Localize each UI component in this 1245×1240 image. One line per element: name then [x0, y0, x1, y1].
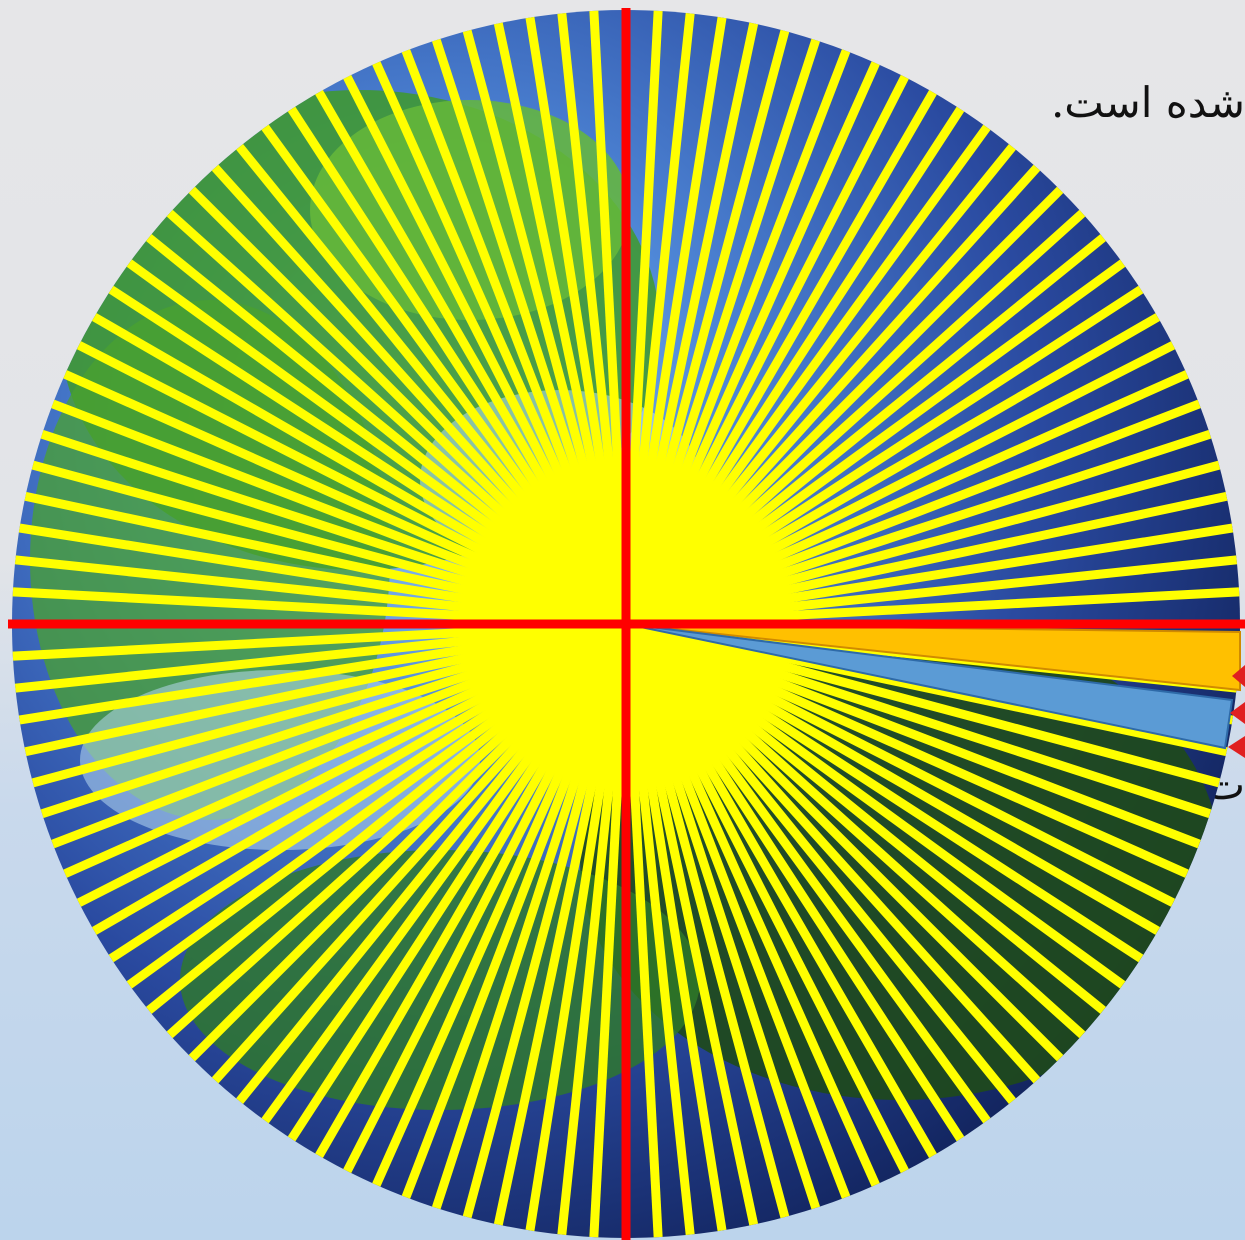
arrow-icon: [1232, 665, 1245, 687]
arrow-icon: [1228, 736, 1245, 758]
slide-text-top: شده است.: [1050, 78, 1245, 127]
highlight-sector-blue: [625, 623, 1234, 750]
arrow-icon: [1230, 702, 1245, 724]
pointer-arrows: [1228, 665, 1245, 758]
